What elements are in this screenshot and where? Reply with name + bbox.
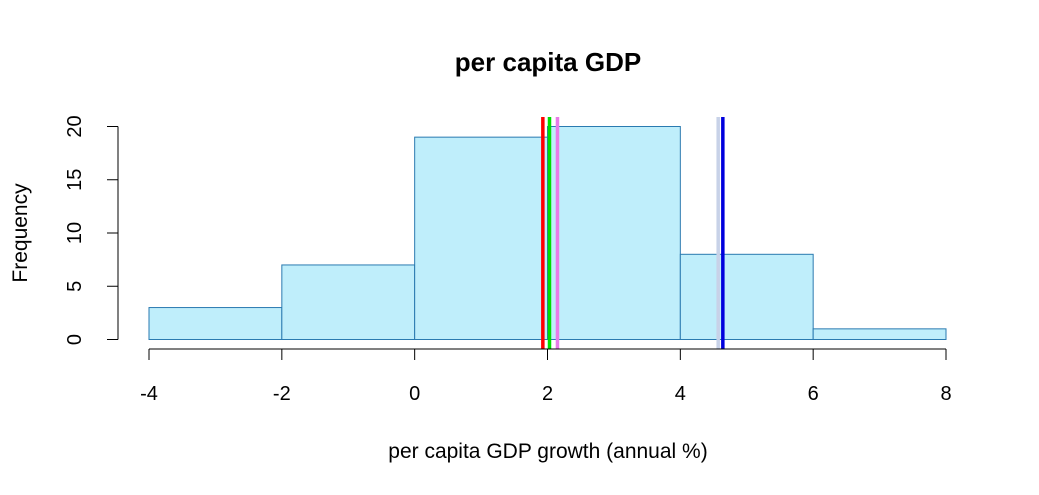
y-tick-label: 15 [64,169,86,191]
x-tick-label: 0 [409,383,420,405]
y-axis: 0 5 10 15 20 [64,115,119,345]
histogram-bar [547,126,681,340]
x-tick-label: 2 [542,383,553,405]
x-tick-label: -4 [140,383,158,405]
x-axis: -4 -2 0 2 4 6 8 [140,348,952,405]
histogram-bar [148,307,283,340]
x-tick-label: -2 [273,383,291,405]
x-axis-label: per capita GDP growth (annual %) [388,440,707,463]
x-tick-label: 4 [675,383,686,405]
y-tick-label: 20 [64,115,86,137]
y-tick-label: 0 [64,334,86,345]
chart-title: per capita GDP [455,47,641,77]
reference-lines-group [541,117,725,349]
histogram-bar [414,136,548,340]
y-axis-label: Frequency [9,183,32,283]
bars-group [148,126,947,341]
y-tick-label: 5 [64,281,86,292]
x-tick-label: 6 [808,383,819,405]
histogram-bar [679,253,814,340]
y-tick-label: 10 [64,222,86,244]
x-tick-label: 8 [940,383,951,405]
histogram-bar [281,264,416,341]
histogram-bar [812,328,947,341]
